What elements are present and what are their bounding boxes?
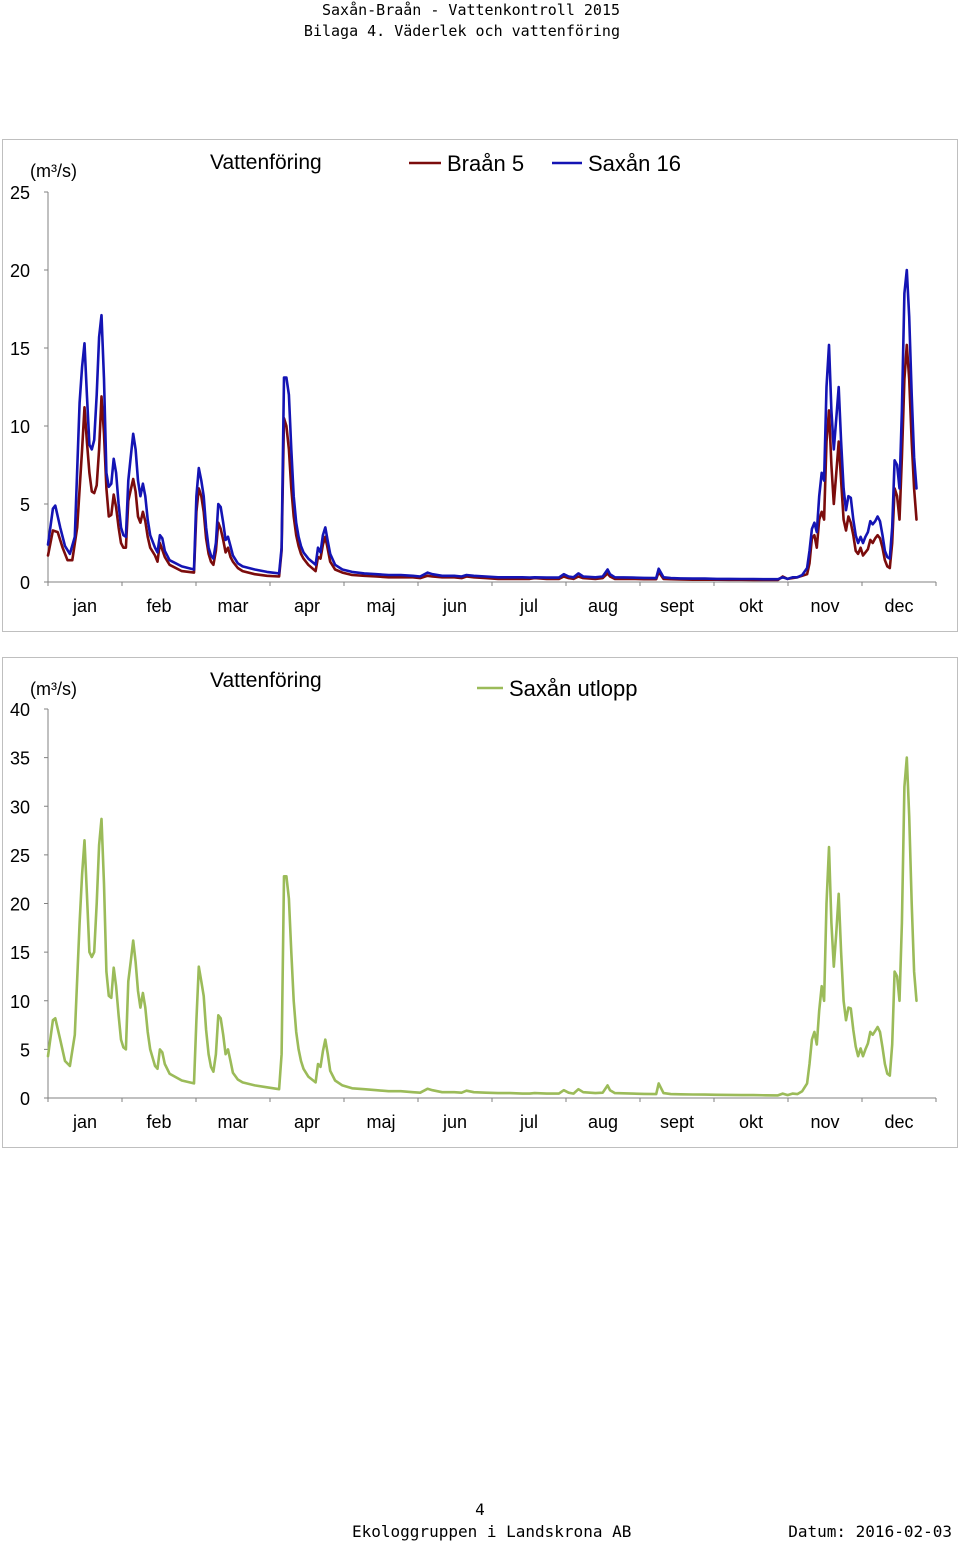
x-tick-label-aug: aug — [588, 596, 618, 616]
chart-title: Vattenföring — [210, 669, 322, 692]
x-tick-label-mar: mar — [218, 596, 249, 616]
y-tick-label: 20 — [10, 895, 30, 915]
y-tick-label: 5 — [20, 1040, 30, 1060]
x-tick-label-jan: jan — [72, 1112, 97, 1132]
x-tick-label-dec: dec — [884, 1112, 913, 1132]
x-tick-label-feb: feb — [146, 596, 171, 616]
x-tick-label-feb: feb — [146, 1112, 171, 1132]
x-tick-label-nov: nov — [810, 1112, 839, 1132]
y-tick-label: 25 — [10, 846, 30, 866]
header-line-2: Bilaga 4. Väderlek och vattenföring — [303, 22, 620, 40]
x-tick-label-apr: apr — [294, 596, 320, 616]
x-tick-label-okt: okt — [739, 1112, 763, 1132]
x-tick-label-dec: dec — [884, 596, 913, 616]
x-tick-label-sept: sept — [660, 1112, 694, 1132]
y-tick-label: 0 — [20, 1089, 30, 1109]
y-tick-label: 0 — [20, 573, 30, 593]
y-tick-label: 40 — [10, 700, 30, 720]
y-tick-label: 30 — [10, 797, 30, 817]
chart-title: Vattenföring — [210, 151, 322, 174]
x-tick-label-apr: apr — [294, 1112, 320, 1132]
chart-1-vattenforing-braan-saxan: 0 5 10 15 20 25 jan feb mar apr maj jun jul aug sept ok… — [10, 151, 937, 616]
y-tick-label: 25 — [10, 183, 30, 203]
x-tick-label-maj: maj — [366, 596, 395, 616]
footer-company: Ekologgruppen i Landskrona AB — [352, 1522, 632, 1541]
legend-label-1: Saxån utlopp — [509, 676, 637, 701]
x-tick-label-mar: mar — [218, 1112, 249, 1132]
x-tick-label-jan: jan — [72, 596, 97, 616]
y-tick-label: 10 — [10, 992, 30, 1012]
y-axis-label: (m³/s) — [30, 679, 77, 699]
x-tick-label-jun: jun — [442, 596, 467, 616]
y-tick-label: 10 — [10, 417, 30, 437]
page-number: 4 — [475, 1500, 485, 1519]
chart-2-frame: 0 5 10 15 20 25 30 35 40 jan feb mar apr maj jun jul aug… — [2, 657, 958, 1148]
y-tick-label: 35 — [10, 749, 30, 769]
x-tick-label-jul: jul — [519, 596, 538, 616]
x-tick-label-jul: jul — [519, 1112, 538, 1132]
x-tick-label-jun: jun — [442, 1112, 467, 1132]
y-tick-label: 15 — [10, 943, 30, 963]
chart-2-vattenforing-saxan-utlopp: 0 5 10 15 20 25 30 35 40 jan feb mar apr maj jun jul aug… — [10, 669, 937, 1132]
series-line-1 — [46, 343, 918, 582]
series-line-2 — [46, 268, 918, 581]
series-line-1 — [46, 756, 918, 1097]
x-tick-label-nov: nov — [810, 596, 839, 616]
y-axis-label: (m³/s) — [30, 161, 77, 181]
chart-1-frame: 0 5 10 15 20 25 jan feb mar apr maj jun jul aug sept ok… — [2, 139, 958, 632]
y-tick-label: 20 — [10, 261, 30, 281]
legend-label-1: Braån 5 — [447, 151, 524, 176]
y-tick-label: 5 — [20, 495, 30, 515]
y-tick-label: 15 — [10, 339, 30, 359]
footer-date: Datum: 2016-02-03 — [788, 1522, 952, 1541]
x-tick-label-okt: okt — [739, 596, 763, 616]
x-tick-label-maj: maj — [366, 1112, 395, 1132]
header-line-1: Saxån-Braån - Vattenkontroll 2015 — [321, 1, 620, 19]
legend-label-2: Saxån 16 — [588, 151, 681, 176]
x-tick-label-sept: sept — [660, 596, 694, 616]
x-tick-label-aug: aug — [588, 1112, 618, 1132]
